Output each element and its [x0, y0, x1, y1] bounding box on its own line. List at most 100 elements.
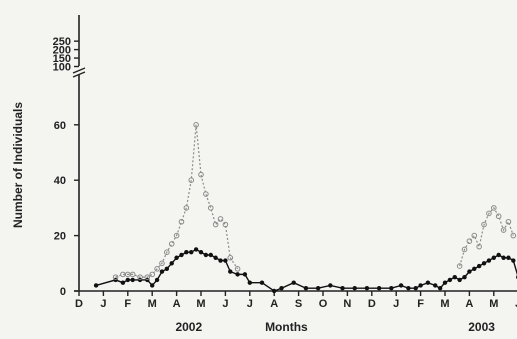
y-tick-label: 0: [60, 286, 66, 298]
x-tick-label: F: [124, 298, 131, 310]
series-0-point: [413, 286, 418, 291]
x-tick-label: S: [295, 298, 302, 310]
series-0-point: [203, 252, 209, 258]
series-1-point: [198, 171, 204, 178]
series-1-point: [505, 218, 512, 225]
series-1-point: [203, 191, 209, 197]
series-1-point: [510, 232, 517, 239]
series-0-point: [501, 255, 506, 260]
series-0-point: [476, 263, 482, 269]
series-0-point: [130, 277, 135, 283]
series-0-point: [447, 277, 453, 283]
year-label: 2002: [175, 320, 202, 334]
x-tick-label: M: [489, 298, 498, 310]
series-0-point: [120, 280, 126, 285]
series-0-point: [279, 286, 284, 291]
series-0-point: [235, 272, 240, 277]
series-0-point: [150, 283, 155, 288]
series-1-point: [164, 249, 170, 256]
series-1-point: [193, 122, 199, 128]
series-1-point: [481, 221, 487, 228]
series-0-point: [491, 255, 496, 260]
series-0-point: [452, 274, 457, 280]
chart-marks: [93, 122, 517, 294]
series-0-point: [467, 269, 472, 274]
x-tick-label: N: [343, 298, 351, 310]
series-0-point: [154, 277, 160, 283]
series-0-point: [242, 272, 248, 277]
series-0-point: [442, 280, 448, 285]
x-tick-label: J: [393, 298, 399, 310]
series-0-point: [433, 283, 438, 288]
y-tick-label: 60: [54, 120, 66, 132]
series-0-point: [496, 252, 501, 258]
x-tick-label: D: [75, 298, 83, 310]
series-0-point: [193, 247, 199, 252]
series-0-point: [364, 286, 370, 291]
series-1-point: [500, 227, 507, 233]
series-0-point: [472, 266, 477, 272]
series-1-point: [234, 266, 241, 272]
series-0-point: [125, 277, 130, 283]
series-1-point: [491, 205, 497, 211]
series-1-point: [461, 246, 468, 253]
series-0-point: [189, 250, 194, 255]
series-1-point: [466, 238, 473, 244]
x-tick-label: M: [440, 298, 449, 310]
y-tick-label: 250: [53, 36, 71, 48]
series-0-point: [486, 258, 492, 263]
series-0-point: [457, 277, 462, 283]
series-0-point: [328, 283, 333, 288]
series-0-point: [228, 269, 233, 274]
series-0-point: [247, 280, 252, 285]
series-0-point: [462, 274, 467, 280]
x-tick-label: A: [270, 298, 278, 310]
series-1-point: [456, 263, 463, 269]
series-0-point: [259, 280, 265, 285]
series-1-point: [212, 221, 219, 228]
series-0-point: [406, 286, 411, 291]
series-1-line: [459, 206, 514, 267]
x-tick-label: J: [247, 298, 253, 310]
series-0-point: [340, 286, 345, 291]
series-0-point: [303, 286, 309, 291]
series-1-point: [137, 274, 143, 280]
series-1-point: [188, 177, 195, 183]
x-tick-label: M: [148, 298, 157, 310]
y-tick-label: 150: [53, 53, 71, 65]
x-tick-label: A: [465, 298, 473, 310]
series-0-point: [184, 250, 189, 255]
x-tick-label: J: [515, 298, 517, 310]
series-0-point: [389, 286, 394, 291]
series-1-point: [222, 221, 229, 228]
x-tick-label: M: [196, 298, 205, 310]
series-0-point: [223, 258, 228, 263]
x-axis-label: Months: [265, 320, 308, 334]
x-tick-label: F: [417, 298, 424, 310]
series-1-line: [115, 124, 239, 278]
series-1-point: [471, 232, 478, 239]
series-0-point: [398, 283, 404, 288]
series-1-point: [168, 241, 175, 247]
series-0-point: [218, 258, 223, 263]
series-0-point: [506, 255, 511, 260]
series-1-point: [154, 266, 160, 272]
series-1-point: [178, 218, 185, 225]
series-0-point: [174, 255, 179, 260]
series-1-point: [476, 243, 482, 250]
x-tick-label: J: [100, 298, 106, 310]
series-1-point: [173, 232, 180, 239]
y-tick-label: 20: [54, 231, 66, 243]
series-0-point: [272, 288, 277, 294]
series-0-point: [376, 286, 382, 291]
series-0-point: [291, 280, 296, 285]
series-0-point: [208, 252, 213, 258]
series-0-point: [159, 269, 165, 274]
series-0-point: [481, 261, 487, 266]
series-0-point: [437, 286, 443, 291]
series-0-point: [213, 255, 218, 260]
y-tick-label: 40: [54, 175, 66, 187]
series-1-point: [159, 260, 165, 267]
series-1-point: [495, 213, 502, 220]
